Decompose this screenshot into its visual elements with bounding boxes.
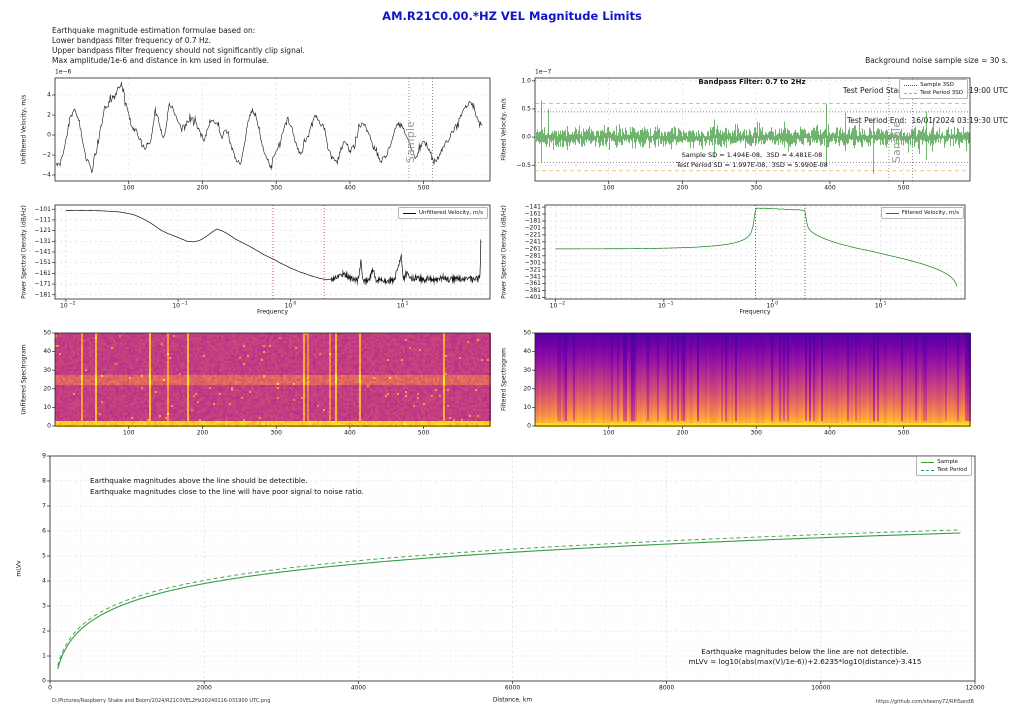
magnitude-note-below: Earthquake magnitudes below the line are…: [701, 647, 909, 656]
github-url-text: https://github.com/sheeny72/RPiSandB: [876, 699, 974, 705]
test-period-sd-text: Test Period SD = 1.997E-08, 3SD = 5.990E…: [676, 161, 828, 169]
bandpass-annotation: Bandpass Filter: 0.7 to 2Hz: [698, 78, 806, 86]
magnitude-formula: mLVv = log10(abs(max(V)/1e-6))+2.6235*lo…: [688, 657, 922, 666]
sample-window-label-right: Sample: [891, 120, 903, 163]
magnitude-limits-plot: [10, 445, 1015, 703]
magnitude-note-close: Earthquake magnitudes close to the line …: [90, 487, 364, 496]
file-path-text: D:/Pictures/Raspberry Shake and Boom/202…: [52, 698, 271, 704]
filtered-spectrogram: [495, 320, 995, 442]
legend-swatch: [904, 84, 918, 86]
legend-swatch: [885, 212, 899, 214]
legend-swatch: [921, 469, 935, 471]
unfiltered-velocity-plot: [15, 60, 505, 198]
legend-entry: Test Period: [921, 467, 967, 473]
legend-entry: Filtered Velocity, m/s: [885, 210, 959, 216]
unfiltered-spectrogram: [15, 320, 505, 442]
legend-label: Sample: [937, 459, 958, 465]
filtered-psd-legend: Filtered Velocity, m/s: [880, 207, 964, 219]
legend-entry: Sample: [921, 459, 967, 465]
sample-window-label-left: Sample: [405, 120, 417, 163]
figure-title: AM.R21C0.00.*HZ VEL Magnitude Limits: [382, 9, 642, 23]
unfiltered-psd-legend: Unfiltered Velocity, m/s: [398, 207, 488, 219]
legend-swatch: [403, 212, 417, 214]
legend-swatch: [904, 92, 918, 94]
info-line: Earthquake magnitude estimation formulae…: [52, 26, 256, 35]
legend-label: Unfiltered Velocity, m/s: [419, 210, 483, 216]
filtered-velocity-legend: Sample 3SD Test Period 3SD: [899, 79, 968, 99]
sample-sd-text: Sample SD = 1.494E-08, 3SD = 4.481E-08: [681, 151, 823, 159]
legend-entry: Sample 3SD: [904, 82, 963, 88]
legend-label: Filtered Velocity, m/s: [901, 210, 959, 216]
magnitude-legend: Sample Test Period: [916, 456, 972, 476]
legend-entry: Unfiltered Velocity, m/s: [403, 210, 483, 216]
legend-label: Test Period 3SD: [920, 90, 963, 96]
magnitude-note-above: Earthquake magnitudes above the line sho…: [90, 476, 308, 485]
legend-entry: Test Period 3SD: [904, 90, 963, 96]
legend-label: Sample 3SD: [920, 82, 954, 88]
legend-label: Test Period: [937, 467, 967, 473]
info-line: Lower bandpass filter frequency of 0.7 H…: [52, 36, 211, 45]
info-line: Upper bandpass filter frequency should n…: [52, 46, 305, 55]
legend-swatch: [921, 461, 935, 463]
